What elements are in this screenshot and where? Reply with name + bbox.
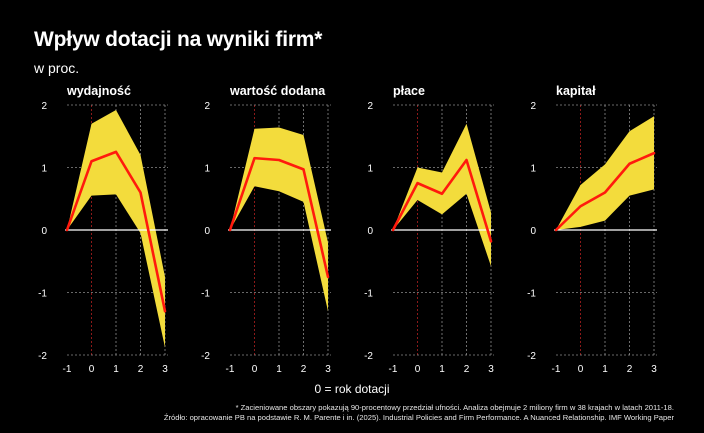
x-axis-note: 0 = rok dotacji <box>314 382 390 396</box>
x-tick-label: 1 <box>113 364 119 375</box>
x-tick-label: 0 <box>89 364 95 375</box>
series-line <box>391 158 493 243</box>
footnote-source: Źródło: opracowanie PB na podstawie R. M… <box>163 413 674 422</box>
y-tick-label: -2 <box>527 351 536 362</box>
panel-title: płace <box>393 84 425 98</box>
x-tick-label: -1 <box>389 364 398 375</box>
series-line <box>65 150 167 313</box>
x-tick-label: 0 <box>415 364 421 375</box>
x-tick-label: 0 <box>252 364 258 375</box>
y-tick-label: 0 <box>41 226 47 237</box>
y-tick-label: -1 <box>364 289 373 300</box>
panel-title: wydajność <box>66 84 131 98</box>
x-tick-label: 0 <box>578 364 584 375</box>
confidence-band <box>556 116 654 230</box>
chart-panel-4: kapitał 2 1 0 -1 -2 -1 0 1 2 3 <box>527 84 657 375</box>
y-tick-label: 0 <box>530 226 536 237</box>
y-tick-label: -2 <box>201 351 210 362</box>
chart-panel-3: płace 2 1 0 -1 -2 -1 0 1 2 3 <box>364 84 494 375</box>
y-tick-label: 0 <box>367 226 373 237</box>
chart-subtitle: w proc. <box>34 60 80 76</box>
y-tick-label: -2 <box>38 351 47 362</box>
y-tick-label: 1 <box>367 164 373 175</box>
y-tick-label: -1 <box>201 289 210 300</box>
y-tick-label: 1 <box>530 164 536 175</box>
x-tick-label: -1 <box>63 364 72 375</box>
chart-panel-1: wydajność 2 1 0 -1 -2 -1 0 1 2 3 <box>38 84 168 375</box>
panel-title: kapitał <box>556 84 596 98</box>
x-tick-label: 3 <box>488 364 494 375</box>
confidence-band <box>230 127 328 312</box>
y-tick-label: 1 <box>41 164 47 175</box>
y-tick-label: 2 <box>204 101 210 112</box>
y-tick-label: 2 <box>41 101 47 112</box>
y-tick-label: -1 <box>527 289 536 300</box>
confidence-band <box>67 110 165 348</box>
x-tick-label: -1 <box>552 364 561 375</box>
x-tick-label: 1 <box>439 364 445 375</box>
x-tick-label: 3 <box>162 364 168 375</box>
y-tick-label: 2 <box>367 101 373 112</box>
chart-panel-2: wartość dodana 2 1 0 -1 -2 -1 0 1 2 3 <box>201 84 331 375</box>
x-tick-label: 2 <box>301 364 307 375</box>
y-tick-label: 1 <box>204 164 210 175</box>
y-tick-label: 2 <box>530 101 536 112</box>
panel-title: wartość dodana <box>229 84 326 98</box>
x-tick-label: 3 <box>651 364 657 375</box>
x-tick-label: 2 <box>627 364 633 375</box>
footnote-confidence: * Zacieniowane obszary pokazują 90-proce… <box>235 403 674 412</box>
x-tick-label: 1 <box>276 364 282 375</box>
y-tick-label: 0 <box>204 226 210 237</box>
series-line <box>554 151 656 232</box>
x-tick-label: 3 <box>325 364 331 375</box>
y-tick-label: -2 <box>364 351 373 362</box>
y-tick-label: -1 <box>38 289 47 300</box>
chart-title: Wpływ dotacji na wyniki firm* <box>34 28 323 51</box>
series-line <box>228 156 330 279</box>
x-tick-label: 2 <box>464 364 470 375</box>
x-tick-label: -1 <box>226 364 235 375</box>
x-tick-label: 2 <box>138 364 144 375</box>
x-tick-label: 1 <box>602 364 608 375</box>
